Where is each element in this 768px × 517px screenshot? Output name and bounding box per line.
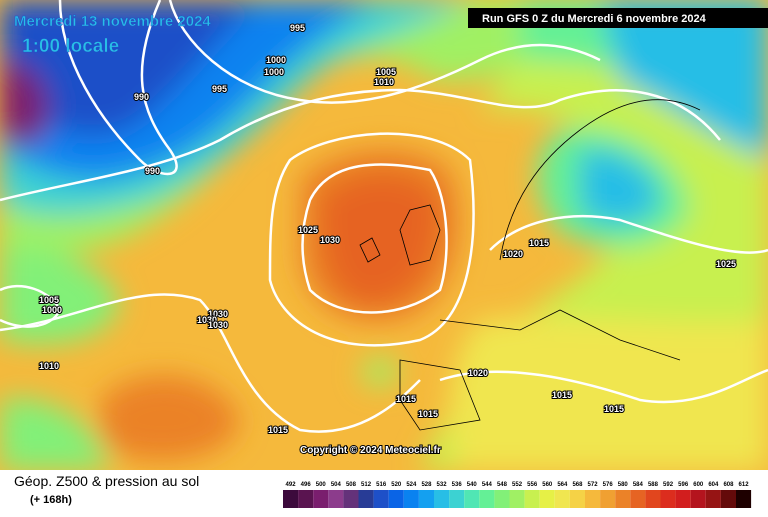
colorbar-label: 552 — [512, 482, 523, 488]
isobar-label: 1015 — [529, 238, 549, 248]
isobar-label: 990 — [145, 166, 160, 176]
colorbar-swatch — [569, 490, 585, 508]
colorbar-label: 564 — [557, 482, 568, 488]
colorbar-swatch — [418, 490, 434, 508]
colorbar-swatch — [464, 490, 480, 508]
colorbar-swatch — [720, 490, 736, 508]
colorbar-swatch — [449, 490, 465, 508]
isobar-label: 1015 — [604, 404, 624, 414]
colorbar-label: 536 — [452, 482, 463, 488]
colorbar-swatch — [660, 490, 676, 508]
colorbar-swatch — [705, 490, 721, 508]
colorbar-label: 596 — [678, 482, 689, 488]
colorbar-swatch — [509, 490, 525, 508]
colorbar-label: 600 — [693, 482, 704, 488]
colorbar-swatch — [479, 490, 495, 508]
colorbar-swatch — [343, 490, 359, 508]
valid-date: Mercredi 13 novembre 2024 — [14, 13, 211, 30]
colorbar-swatch — [736, 490, 752, 508]
isobar-label: 1030 — [320, 235, 340, 245]
run-info: Run GFS 0 Z du Mercredi 6 novembre 2024 — [482, 13, 707, 25]
colorbar-label: 580 — [618, 482, 629, 488]
colorbar-label: 496 — [301, 482, 312, 488]
isobar-label: 1015 — [418, 409, 438, 419]
colorbar-label: 520 — [391, 482, 402, 488]
colorbar-swatch — [524, 490, 540, 508]
colorbar-label: 512 — [361, 482, 372, 488]
isobar-label: 1020 — [468, 368, 488, 378]
isobar-label: 995 — [212, 84, 227, 94]
colorbar: 492 496 500 504 508 512 516 520 524 528 532 536 540 5… — [283, 482, 752, 508]
isobar-label: 1010 — [374, 77, 394, 87]
colorbar-swatch — [690, 490, 706, 508]
colorbar-label: 592 — [663, 482, 674, 488]
isobar-label: 1020 — [503, 249, 523, 259]
colorbar-swatch — [434, 490, 450, 508]
colorbar-label: 508 — [346, 482, 357, 488]
colorbar-label: 560 — [542, 482, 553, 488]
run-banner — [468, 8, 768, 28]
colorbar-label: 576 — [603, 482, 614, 488]
isobar-label: 990 — [134, 92, 149, 102]
isobar-label: 1030 — [208, 320, 228, 330]
isobar-label: 1015 — [268, 425, 288, 435]
footer-title: Géop. Z500 & pression au sol — [14, 473, 199, 489]
isobar-label: 1000 — [42, 305, 62, 315]
colorbar-label: 556 — [527, 482, 538, 488]
colorbar-swatch — [373, 490, 389, 508]
isobar-label: 1015 — [396, 394, 416, 404]
isobar-label: 1000 — [266, 55, 286, 65]
colorbar-swatch — [675, 490, 691, 508]
colorbar-label: 572 — [588, 482, 599, 488]
colorbar-swatch — [358, 490, 374, 508]
colorbar-label: 604 — [708, 482, 719, 488]
isobar-label: 1025 — [298, 225, 318, 235]
isobar-label: 1030 — [208, 309, 228, 319]
isobar-label: 995 — [290, 23, 305, 33]
colorbar-swatch — [539, 490, 555, 508]
colorbar-swatch — [494, 490, 510, 508]
colorbar-label: 544 — [482, 482, 493, 488]
colorbar-swatch — [585, 490, 601, 508]
isobar-label: 1005 — [39, 295, 59, 305]
colorbar-swatch — [403, 490, 419, 508]
colorbar-label: 588 — [648, 482, 659, 488]
footer-lead: (+ 168h) — [30, 494, 72, 506]
colorbar-label: 532 — [437, 482, 448, 488]
isobar-label: 1005 — [376, 67, 396, 77]
isobar-label: 1025 — [716, 259, 736, 269]
colorbar-swatch — [630, 490, 646, 508]
colorbar-swatch — [313, 490, 329, 508]
isobar-label: 1015 — [552, 390, 572, 400]
colorbar-label: 504 — [331, 482, 342, 488]
local-time: 1:00 locale — [22, 36, 119, 57]
colorbar-swatch — [328, 490, 344, 508]
colorbar-label: 540 — [467, 482, 478, 488]
colorbar-label: 608 — [723, 482, 734, 488]
colorbar-swatch — [615, 490, 631, 508]
colorbar-swatch — [554, 490, 570, 508]
colorbar-label: 548 — [497, 482, 508, 488]
colorbar-label: 528 — [421, 482, 432, 488]
colorbar-label: 516 — [376, 482, 387, 488]
colorbar-label: 568 — [572, 482, 583, 488]
isobar-label: 1000 — [264, 67, 284, 77]
colorbar-label: 492 — [286, 482, 297, 488]
isobar-label: 1010 — [39, 361, 59, 371]
colorbar-swatch — [283, 490, 299, 508]
copyright: Copyright © 2024 Meteociel.fr — [300, 445, 441, 456]
colorbar-label: 612 — [739, 482, 750, 488]
colorbar-label: 584 — [633, 482, 644, 488]
colorbar-swatch — [645, 490, 661, 508]
colorbar-swatch — [600, 490, 616, 508]
colorbar-swatch — [298, 490, 314, 508]
colorbar-label: 524 — [406, 482, 417, 488]
colorbar-swatch — [388, 490, 404, 508]
colorbar-label: 500 — [316, 482, 327, 488]
isobar-label: 1030 — [197, 315, 217, 325]
